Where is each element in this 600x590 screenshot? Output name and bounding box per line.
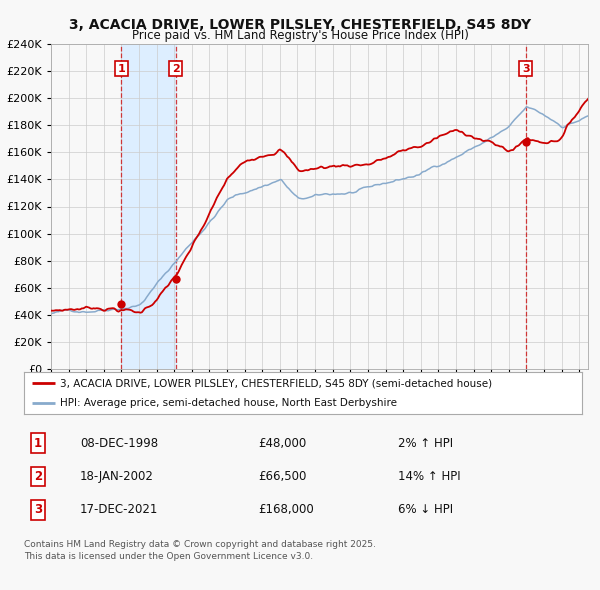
Text: 14% ↑ HPI: 14% ↑ HPI (398, 470, 460, 483)
Text: Contains HM Land Registry data © Crown copyright and database right 2025.
This d: Contains HM Land Registry data © Crown c… (24, 540, 376, 560)
Text: £168,000: £168,000 (259, 503, 314, 516)
Text: 18-JAN-2002: 18-JAN-2002 (80, 470, 154, 483)
Text: 2% ↑ HPI: 2% ↑ HPI (398, 437, 453, 450)
Text: 3: 3 (522, 64, 529, 74)
Text: 6% ↓ HPI: 6% ↓ HPI (398, 503, 453, 516)
Text: 1: 1 (34, 437, 42, 450)
Bar (121, 44, 176, 369)
Text: Price paid vs. HM Land Registry's House Price Index (HPI): Price paid vs. HM Land Registry's House … (131, 29, 469, 42)
Text: £66,500: £66,500 (259, 470, 307, 483)
Text: HPI: Average price, semi-detached house, North East Derbyshire: HPI: Average price, semi-detached house,… (60, 398, 397, 408)
Text: 08-DEC-1998: 08-DEC-1998 (80, 437, 158, 450)
Text: £48,000: £48,000 (259, 437, 307, 450)
Text: 2: 2 (172, 64, 179, 74)
Text: 17-DEC-2021: 17-DEC-2021 (80, 503, 158, 516)
Text: 2: 2 (34, 470, 42, 483)
Text: 1: 1 (118, 64, 125, 74)
Text: 3, ACACIA DRIVE, LOWER PILSLEY, CHESTERFIELD, S45 8DY (semi-detached house): 3, ACACIA DRIVE, LOWER PILSLEY, CHESTERF… (60, 378, 493, 388)
Text: 3, ACACIA DRIVE, LOWER PILSLEY, CHESTERFIELD, S45 8DY: 3, ACACIA DRIVE, LOWER PILSLEY, CHESTERF… (69, 18, 531, 32)
Text: 3: 3 (34, 503, 42, 516)
